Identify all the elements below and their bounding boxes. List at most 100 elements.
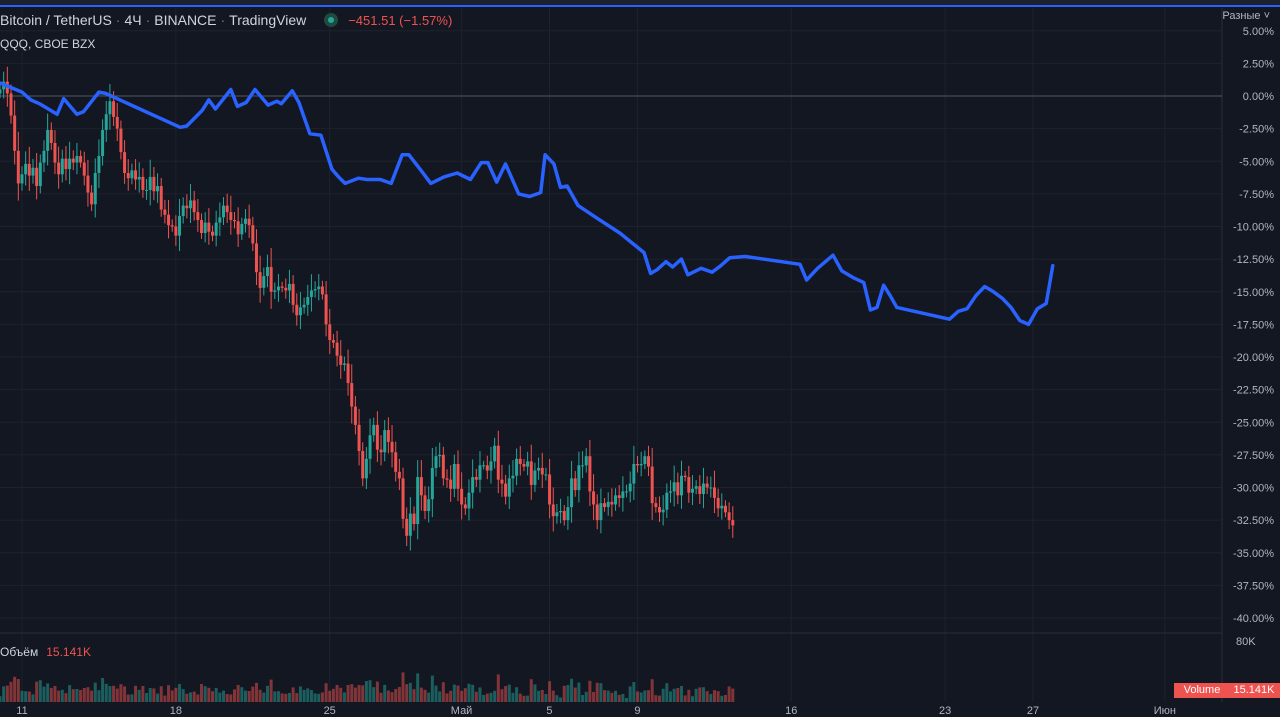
volume-max-tick: 80K: [1236, 636, 1256, 648]
y-tick-label: -5.00%: [1239, 156, 1274, 168]
volume-bar: [419, 687, 423, 702]
volume-bar: [291, 687, 295, 702]
y-tick-label: -40.00%: [1233, 613, 1274, 625]
volume-bar: [203, 686, 207, 702]
candle-body: [353, 406, 357, 425]
candle-body: [460, 488, 464, 505]
candle-body: [0, 89, 2, 94]
volume-bar: [478, 687, 482, 702]
candle-body: [379, 449, 383, 453]
volume-bar: [240, 687, 244, 702]
volume-bar: [119, 684, 123, 702]
x-tick-label: Июн: [1154, 705, 1176, 717]
volume-bar: [647, 690, 651, 702]
volume-bar: [152, 688, 156, 702]
volume-bar: [42, 686, 46, 702]
candle-body: [647, 456, 651, 467]
candle-body: [273, 290, 277, 292]
candle-body: [676, 482, 680, 496]
volume-bar: [474, 691, 478, 702]
volume-legend[interactable]: Объём 15.141K: [0, 645, 91, 659]
candle-body: [320, 286, 324, 295]
candle-body: [71, 158, 75, 163]
volume-bar: [328, 690, 332, 702]
candle-body: [13, 115, 17, 151]
volume-bar: [544, 694, 548, 702]
volume-bar: [57, 690, 61, 702]
volume-value: 15.141K: [46, 645, 91, 659]
volume-bar: [196, 694, 200, 702]
volume-bar: [668, 691, 672, 702]
x-tick-label: 9: [634, 705, 640, 717]
symbol-name[interactable]: Bitcoin / TetherUS: [0, 12, 112, 28]
grid: [0, 8, 1223, 702]
candle-body: [130, 170, 134, 179]
x-tick-label: 18: [170, 705, 182, 717]
candle-body: [16, 150, 20, 184]
y-tick-label: 0.00%: [1243, 91, 1274, 103]
y-tick-label: -7.50%: [1239, 189, 1274, 201]
candle-body: [555, 512, 559, 517]
candle-body: [485, 465, 489, 471]
candle-body: [372, 424, 376, 436]
volume-bar: [104, 683, 108, 702]
candle-body: [416, 477, 420, 525]
legend-separator: ·: [220, 12, 226, 28]
volume-bar: [324, 683, 328, 702]
volume-bar: [200, 684, 204, 702]
volume-bar: [313, 693, 317, 702]
y-tick-label: -2.50%: [1239, 124, 1274, 136]
candle-body: [269, 266, 273, 292]
candle-body: [203, 222, 207, 234]
volume-bar: [687, 689, 691, 702]
volume-bar: [46, 683, 50, 702]
interval-label[interactable]: 4Ч: [124, 12, 142, 28]
volume-bar: [27, 691, 31, 702]
candle-body: [214, 222, 218, 236]
volume-bar: [555, 695, 559, 702]
volume-bar: [60, 689, 64, 702]
volume-bar: [551, 690, 555, 702]
candle-body: [397, 471, 401, 479]
volume-bar: [390, 692, 394, 702]
y-tick-label: -37.50%: [1233, 580, 1274, 592]
candle-body: [324, 294, 328, 325]
compare-legend[interactable]: QQQ, CBOE BZX: [0, 37, 96, 51]
candle-body: [156, 186, 160, 192]
volume-bar: [705, 691, 709, 702]
volume-bar: [320, 692, 324, 702]
candle-body: [313, 289, 317, 291]
candle-body: [632, 464, 636, 484]
volume-bar: [379, 692, 383, 702]
candle-body: [511, 475, 515, 479]
scale-mode-button[interactable]: Разные ˅: [1222, 10, 1270, 22]
candle-body: [496, 445, 500, 480]
candle-body: [390, 441, 394, 453]
candle-body: [482, 465, 486, 467]
candle-body: [68, 158, 72, 170]
candle-body: [200, 219, 204, 234]
candle-body: [148, 176, 152, 190]
candle-body: [86, 175, 90, 193]
market-status-icon[interactable]: [324, 13, 339, 27]
volume-bar: [123, 686, 127, 702]
candle-body: [196, 212, 200, 220]
candle-body: [566, 507, 570, 521]
candle-body: [317, 286, 321, 290]
candle-body: [247, 218, 251, 226]
volume-bar: [452, 684, 456, 702]
volume-bar: [306, 688, 310, 702]
volume-bar: [2, 686, 6, 702]
volume-bar: [49, 688, 53, 702]
y-tick-label: -20.00%: [1233, 352, 1274, 364]
volume-bar: [346, 685, 350, 702]
candle-body: [665, 492, 669, 510]
volume-bar: [101, 678, 105, 702]
candle-body: [386, 430, 390, 442]
candle-body: [507, 478, 511, 497]
volume-bar: [163, 695, 167, 702]
candle-body: [20, 174, 24, 184]
volume-bar: [698, 687, 702, 702]
volume-bar: [467, 683, 471, 702]
